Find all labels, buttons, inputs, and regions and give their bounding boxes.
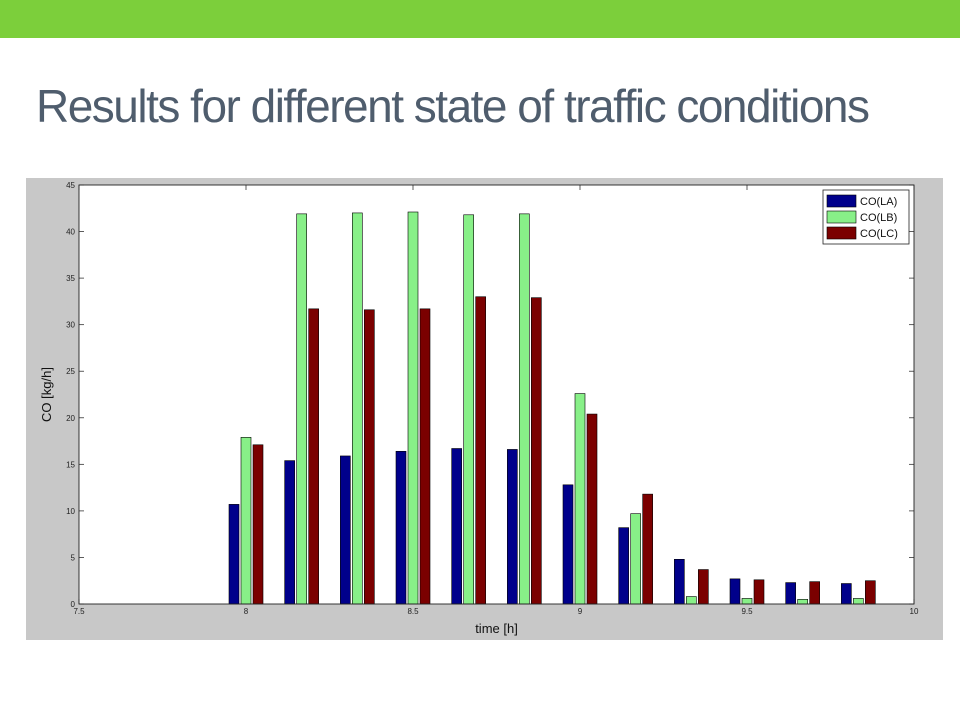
bar-colc <box>698 569 709 605</box>
x-tick-label: 8.5 <box>407 607 419 616</box>
legend-label: CO(LA) <box>860 196 897 208</box>
bar-cola <box>618 527 629 605</box>
bar-cola <box>841 583 852 605</box>
bar-cola <box>340 455 351 605</box>
x-tick-label: 7.5 <box>73 607 85 616</box>
x-axis-label: time [h] <box>475 621 518 636</box>
y-tick-label: 30 <box>66 321 75 330</box>
bar-colb <box>407 211 419 605</box>
bar-colc <box>308 308 319 605</box>
bar-cola <box>785 582 796 605</box>
plot-area <box>79 185 914 604</box>
bar-colc <box>531 297 542 605</box>
bar-colb <box>352 212 363 605</box>
y-tick-label: 10 <box>66 507 75 516</box>
y-tick-label: 15 <box>66 460 75 469</box>
legend-swatch <box>826 194 857 208</box>
bar-colc <box>642 493 653 605</box>
legend-label: CO(LB) <box>860 212 897 224</box>
y-tick-label: 45 <box>66 181 75 190</box>
bar-chart: 0 5 10 15 20 25 30 35 40 45 7.5 8 8.5 9 9.5 10 time [h] C… <box>39 181 919 636</box>
x-tick-label: 8 <box>244 607 249 616</box>
bar-colb <box>797 599 808 605</box>
y-axis-label: CO [kg/h] <box>39 367 54 422</box>
bar-colc <box>865 580 876 605</box>
bar-colc <box>753 579 765 605</box>
bar-colb <box>853 598 864 605</box>
y-tick-label: 20 <box>66 414 75 423</box>
bar-cola <box>395 450 407 605</box>
bar-colb <box>686 596 697 605</box>
bar-cola <box>507 449 518 605</box>
y-tick-label: 25 <box>66 367 75 376</box>
bar-cola <box>562 484 574 605</box>
bar-colb <box>296 213 307 605</box>
plot-frame <box>78 184 915 605</box>
bar-colb <box>741 598 753 605</box>
bar-colb <box>463 214 474 605</box>
bar-colc <box>252 444 264 605</box>
bar-colc <box>809 581 820 605</box>
bar-colb <box>574 393 586 605</box>
bar-cola <box>228 504 240 605</box>
bar-cola <box>284 460 295 605</box>
bar-colb <box>630 513 641 605</box>
y-tick-label: 35 <box>66 274 75 283</box>
bar-cola <box>451 448 462 605</box>
x-tick-label: 9.5 <box>741 607 753 616</box>
y-tick-label: 0 <box>71 600 76 609</box>
bar-colc <box>419 308 431 605</box>
y-tick-label: 40 <box>66 228 75 237</box>
bar-colb <box>519 213 530 605</box>
legend-label: CO(LC) <box>860 228 898 240</box>
slide-title: Results for different state of traffic c… <box>36 80 870 132</box>
legend-swatch <box>826 226 857 240</box>
bar-colc <box>475 296 486 605</box>
bar-cola <box>674 559 685 605</box>
x-tick-label: 10 <box>910 607 919 616</box>
bar-cola <box>729 578 741 605</box>
bar-colc <box>364 309 375 605</box>
top-accent-bar <box>0 0 960 38</box>
chart-figure: 0 5 10 15 20 25 30 35 40 45 7.5 8 8.5 9 9.5 10 time [h] C… <box>26 178 943 640</box>
y-tick-label: 5 <box>71 553 76 562</box>
x-tick-label: 9 <box>578 607 583 616</box>
bar-colc <box>586 413 598 605</box>
legend-swatch <box>826 210 857 224</box>
bar-colb <box>240 437 252 605</box>
